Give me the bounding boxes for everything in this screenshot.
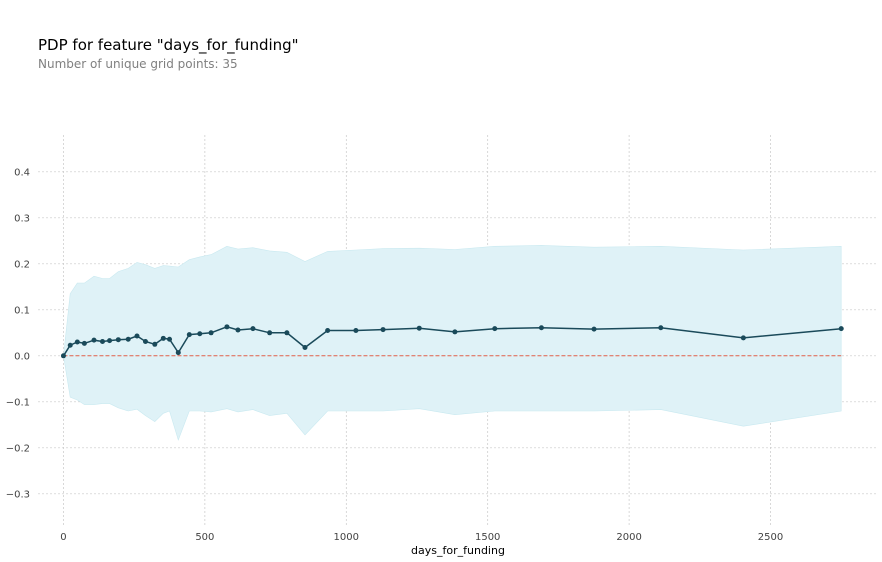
y-tick-label: 0.1 xyxy=(14,305,30,316)
data-point xyxy=(538,325,544,331)
data-point xyxy=(142,339,148,345)
data-point xyxy=(91,337,97,343)
x-tick-label: 1000 xyxy=(334,532,359,543)
data-point xyxy=(452,329,458,335)
data-point xyxy=(197,331,203,337)
x-axis-label: days_for_funding xyxy=(411,544,505,557)
data-point xyxy=(81,340,87,346)
y-tick-labels: −0.3 −0.2 −0.1 0.0 0.1 0.2 0.3 0.4 xyxy=(6,167,30,500)
data-point xyxy=(152,341,158,347)
data-point xyxy=(353,328,359,333)
y-tick-label: −0.3 xyxy=(6,489,30,500)
y-tick-label: 0.2 xyxy=(14,259,30,270)
pdp-points xyxy=(60,324,844,359)
x-tick-label: 2000 xyxy=(616,532,641,543)
x-tick-label: 1500 xyxy=(475,532,500,543)
x-tick-label: 0 xyxy=(60,532,66,543)
data-point xyxy=(107,338,113,344)
chart-title: PDP for feature "days_for_funding" xyxy=(38,36,299,54)
y-tick-label: 0.3 xyxy=(14,213,30,224)
data-point xyxy=(125,336,131,342)
data-point xyxy=(492,326,498,332)
data-point xyxy=(591,326,597,332)
x-tick-labels: 0 500 1000 1500 2000 2500 xyxy=(60,532,783,543)
data-point xyxy=(224,324,230,330)
confidence-band xyxy=(63,245,842,441)
data-point xyxy=(175,350,181,356)
data-point xyxy=(284,330,290,336)
chart-subtitle: Number of unique grid points: 35 xyxy=(38,57,238,71)
data-point xyxy=(325,328,331,333)
data-point xyxy=(208,330,214,336)
data-point xyxy=(267,330,273,336)
data-point xyxy=(380,327,386,333)
data-point xyxy=(99,339,105,345)
data-point xyxy=(115,337,121,343)
data-point xyxy=(302,345,308,351)
data-point xyxy=(186,332,192,338)
y-tick-label: −0.2 xyxy=(6,443,30,454)
confidence-band-area xyxy=(63,245,842,441)
data-point xyxy=(167,336,173,342)
data-point xyxy=(235,327,241,333)
data-point xyxy=(134,333,140,339)
data-point xyxy=(658,325,664,331)
data-point xyxy=(250,326,256,332)
data-point xyxy=(838,326,844,332)
x-tick-label: 2500 xyxy=(758,532,783,543)
data-point xyxy=(60,353,66,359)
x-tick-label: 500 xyxy=(195,532,214,543)
y-tick-label: 0.4 xyxy=(14,167,30,178)
data-point xyxy=(67,342,73,348)
data-point xyxy=(416,325,422,331)
data-point xyxy=(740,335,746,341)
data-point xyxy=(160,335,166,341)
y-tick-label: −0.1 xyxy=(6,397,30,408)
y-tick-label: 0.0 xyxy=(14,351,30,362)
data-point xyxy=(74,339,80,345)
